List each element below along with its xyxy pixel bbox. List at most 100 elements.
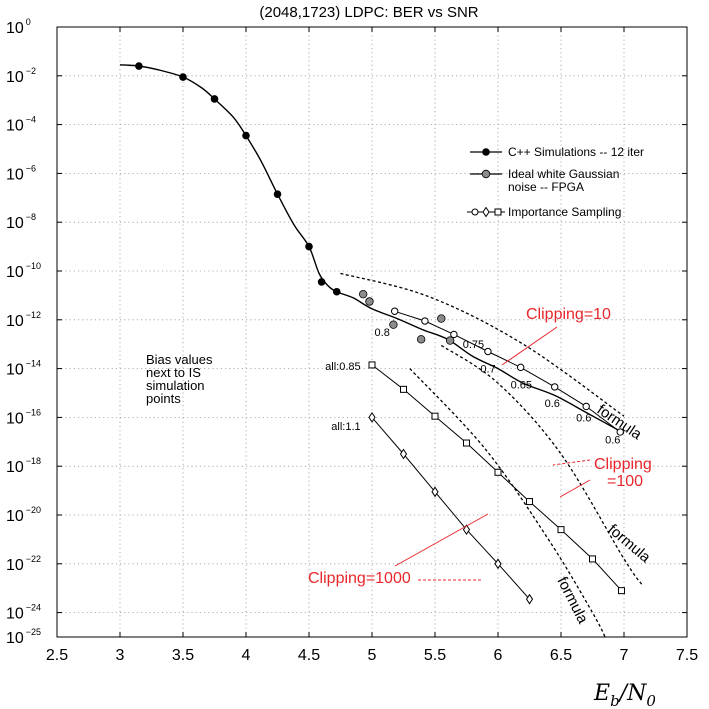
- is-diamond-point: [399, 448, 408, 460]
- x-tick-label: 4: [242, 647, 251, 664]
- bias-note-line: points: [146, 391, 181, 406]
- clipping-1000-pointer-1: [394, 513, 489, 567]
- cpp-point: [179, 73, 187, 81]
- bias-label: 0.65: [511, 379, 532, 391]
- x-tick-label: 7.5: [676, 647, 698, 664]
- bias-label: 0.6: [576, 412, 591, 424]
- fpga-point: [437, 314, 446, 323]
- y-tick-label: 10 −14: [6, 359, 41, 379]
- clipping-1000-label: Clipping=1000: [308, 570, 411, 587]
- y-tick-label: 10 0: [6, 17, 31, 37]
- legend-marker: [482, 206, 490, 218]
- cpp-point: [135, 62, 143, 70]
- y-tick-label: 10 −12: [6, 310, 41, 330]
- y-tick-label: 10 −24: [6, 603, 41, 623]
- clipping-10-pointer: [501, 326, 558, 366]
- chart-title: (2048,1723) LDPC: BER vs SNR: [259, 4, 478, 21]
- is-square-point: [526, 498, 533, 506]
- legend-entry-text: Ideal white Gaussian: [508, 167, 619, 181]
- x-tick-label: 7: [620, 647, 629, 664]
- is-series-line-1: [394, 310, 621, 433]
- legend-marker: [482, 148, 490, 156]
- fpga-point: [445, 336, 455, 345]
- legend: C++ Simulations -- 12 iter Ideal white Ga…: [467, 145, 644, 219]
- y-tick-label: 10 −16: [6, 407, 41, 427]
- formula-label-2: formula: [604, 521, 654, 567]
- y-tick-label: 10 −2: [6, 66, 36, 86]
- legend-entry-text: C++ Simulations -- 12 iter: [508, 145, 644, 159]
- x-tick-label: 5: [368, 647, 377, 664]
- bias-labels: 0.8 0.75 0.7 0.65 0.6 0.6 0.6 all:0.85 all:1.1: [325, 327, 620, 446]
- x-tick-label: 3.5: [172, 647, 194, 664]
- bias-label: all:0.85: [325, 361, 360, 373]
- is-circle-point: [484, 347, 492, 356]
- grid-lines: [57, 27, 687, 637]
- bias-note-line: Bias values: [146, 352, 213, 367]
- is-series-line-3: [371, 417, 530, 600]
- cpp-point: [305, 242, 313, 251]
- fpga-point: [389, 320, 398, 329]
- clipping-100-label-2: =100: [607, 473, 643, 490]
- is-circle-point: [582, 402, 590, 411]
- y-tick-label: 10 −4: [6, 115, 36, 135]
- y-tick-label: 10 −18: [6, 456, 41, 476]
- legend-marker: [471, 208, 479, 216]
- legend-entry-text: noise -- FPGA: [508, 180, 584, 194]
- fpga-point: [416, 335, 426, 344]
- cpp-point: [210, 95, 219, 103]
- bias-label: all:1.1: [331, 421, 360, 433]
- cpp-point: [273, 190, 282, 198]
- x-tick-label: 5.5: [424, 647, 446, 664]
- cpp-point: [332, 287, 341, 296]
- legend-entry-text: Importance Sampling: [508, 205, 621, 219]
- x-tick-label: 4.5: [298, 647, 320, 664]
- is-square-point: [494, 468, 502, 476]
- formula-curve-3: [409, 368, 606, 638]
- x-tick-label: 6.5: [550, 647, 572, 664]
- bias-label: 0.7: [480, 364, 495, 376]
- is-square-point: [400, 385, 407, 393]
- y-tick-label: 10 −25: [6, 627, 41, 647]
- is-square-point: [557, 526, 565, 534]
- y-tick-label: 10 −6: [6, 163, 36, 183]
- bias-note-line: next to IS: [146, 365, 201, 380]
- x-tick-label: 6: [494, 647, 503, 664]
- y-tick-label: 10 −22: [6, 554, 41, 574]
- is-circle-point: [616, 428, 624, 436]
- is-circle-point: [551, 383, 559, 391]
- formula-curve-1: [340, 272, 625, 417]
- is-diamond-point: [494, 558, 502, 570]
- y-tick-label: 10 −20: [6, 505, 41, 525]
- is-square-point: [589, 555, 596, 563]
- fpga-point: [358, 289, 368, 299]
- legend-marker: [494, 208, 502, 216]
- is-diamond-point: [525, 593, 534, 605]
- legend-marker: [481, 169, 491, 179]
- x-tick-label: 3: [116, 647, 125, 664]
- y-tick-label: 10 −10: [6, 261, 41, 281]
- bias-label: 0.6: [545, 398, 560, 410]
- bias-label: 0.6: [605, 434, 620, 446]
- y-tick-label: 10 −8: [6, 212, 36, 232]
- is-diamond-point: [431, 486, 439, 498]
- cpp-point: [242, 131, 250, 140]
- is-circle-point: [421, 317, 429, 325]
- is-square-point: [368, 361, 376, 369]
- is-diamond-point: [368, 411, 376, 423]
- x-axis-label-text: Eb/N0: [593, 681, 656, 709]
- markers: [135, 62, 625, 605]
- is-square-point: [431, 412, 439, 420]
- x-axis-label: Eb/N0: [593, 681, 656, 709]
- fpga-point: [365, 297, 374, 306]
- cpp-point: [317, 278, 326, 286]
- is-square-point: [617, 587, 625, 595]
- is-circle-point: [390, 307, 399, 315]
- clipping-100-pointer-2: [559, 479, 591, 498]
- x-tick-label: 2.5: [46, 647, 68, 664]
- clipping-10-label: Clipping=10: [526, 306, 611, 323]
- plot-frame: [56, 26, 688, 638]
- is-circle-point: [516, 363, 525, 372]
- bias-note-line: simulation: [146, 378, 205, 393]
